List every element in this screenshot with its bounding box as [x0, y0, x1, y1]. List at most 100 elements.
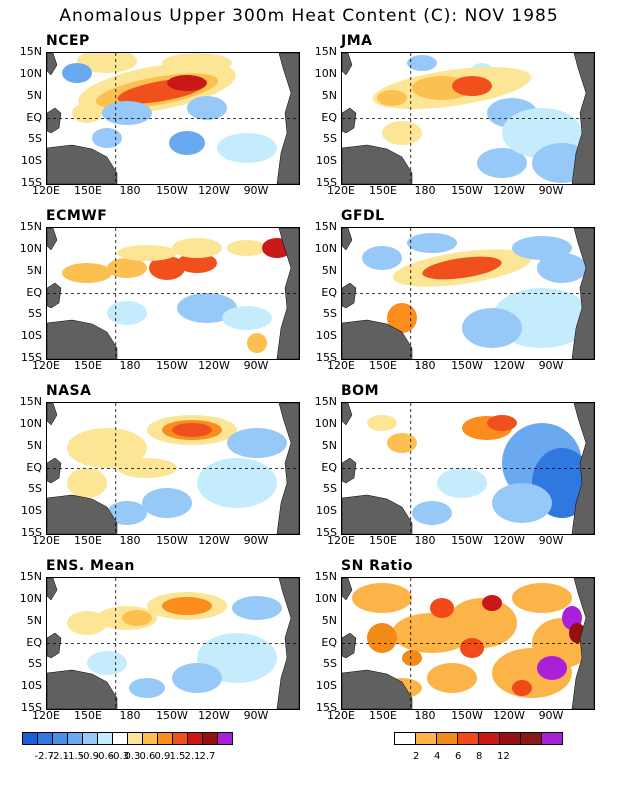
colorbar-swatch	[478, 732, 500, 745]
lon-tick-label: 150W	[156, 359, 188, 372]
colorbar-label: 2	[413, 751, 420, 762]
new-guinea-land	[342, 494, 413, 534]
map-frame	[341, 52, 595, 185]
panel-title: ENS. Mean	[46, 558, 135, 574]
lat-tick-label: 15S	[21, 351, 42, 364]
colorbar-swatch	[37, 732, 53, 745]
lat-tick-label: 15N	[19, 220, 42, 233]
lon-tick-label: 90W	[243, 534, 269, 547]
map-frame	[341, 227, 595, 360]
lon-tick-label: 120W	[198, 534, 230, 547]
lon-tick-label: 120W	[493, 184, 525, 197]
lon-tick-label: 150W	[451, 709, 483, 722]
map-frame	[341, 577, 595, 710]
colorbar-label: 0.3	[124, 751, 141, 762]
panel-title: NCEP	[46, 33, 90, 49]
lat-tick-label: EQ	[321, 635, 337, 649]
lon-tick-label: 180	[119, 534, 141, 547]
colorbar-label: 1.5	[169, 751, 186, 762]
asia-land	[47, 403, 58, 426]
lon-tick-label: 150W	[156, 709, 188, 722]
lon-tick-label: 120E	[32, 534, 60, 547]
philippines-land	[47, 107, 62, 134]
lon-tick-label: 120W	[493, 359, 525, 372]
asia-land	[47, 578, 58, 601]
lon-tick-label: 150E	[369, 184, 397, 197]
lon-tick-label: 90W	[243, 359, 269, 372]
lat-tick-label: 15S	[316, 351, 337, 364]
lat-tick-label: 15N	[314, 570, 337, 583]
lat-tick-label: 15N	[314, 395, 337, 408]
lat-tick-label: 5N	[321, 438, 337, 452]
colorbar-swatch	[541, 732, 563, 745]
lat-tick-label: 5S	[323, 482, 337, 496]
lat-tick-label: EQ	[321, 110, 337, 124]
new-guinea-land	[342, 144, 413, 184]
lat-tick-label: 5N	[26, 88, 42, 102]
colorbar-swatch	[202, 732, 218, 745]
lat-tick-label: 15S	[21, 526, 42, 539]
lat-tick-label: 10N	[314, 416, 337, 430]
colorbar-swatch	[157, 732, 173, 745]
colorbar-label: 2.7	[199, 751, 216, 762]
lat-tick-label: EQ	[321, 460, 337, 474]
colorbar-label: -0.9	[79, 751, 100, 762]
panel-title: JMA	[341, 33, 373, 49]
lat-tick-label: 10N	[19, 591, 42, 605]
lon-tick-label: 150E	[369, 709, 397, 722]
colorbar-swatch	[22, 732, 38, 745]
asia-land	[47, 228, 58, 251]
colorbar-swatch	[127, 732, 143, 745]
map-frame	[46, 402, 300, 535]
lat-tick-label: 10S	[21, 679, 42, 693]
colorbar-label: 0.6	[139, 751, 156, 762]
colorbar-swatch	[415, 732, 437, 745]
lon-tick-label: 120W	[198, 709, 230, 722]
map-frame	[46, 227, 300, 360]
lon-tick-label: 120W	[198, 359, 230, 372]
colorbar-label: 6	[455, 751, 462, 762]
lon-tick-label: 150E	[369, 359, 397, 372]
lon-tick-label: 120E	[32, 359, 60, 372]
lat-tick-label: 10S	[21, 504, 42, 518]
sn-ratio-colorbar	[394, 732, 563, 745]
lon-tick-label: 120E	[327, 709, 355, 722]
colorbar-label: 8	[476, 751, 483, 762]
anomaly-map	[342, 53, 594, 184]
colorbar-swatch	[172, 732, 188, 745]
lat-tick-label: 15N	[314, 220, 337, 233]
map-frame	[341, 402, 595, 535]
colorbar-swatch	[67, 732, 83, 745]
lon-tick-label: 180	[119, 709, 141, 722]
colorbar-label: -1.5	[64, 751, 85, 762]
lat-tick-label: 5S	[323, 132, 337, 146]
lat-tick-label: 5N	[26, 613, 42, 627]
panel-title: NASA	[46, 383, 92, 399]
anomaly-colorbar	[22, 732, 233, 745]
lon-tick-label: 90W	[538, 709, 564, 722]
colorbar-label: 4	[434, 751, 441, 762]
lat-tick-label: 10S	[21, 154, 42, 168]
new-guinea-land	[47, 494, 118, 534]
lon-tick-label: 150W	[451, 534, 483, 547]
panel-title: GFDL	[341, 208, 385, 224]
lon-tick-label: 120W	[493, 709, 525, 722]
lat-tick-label: 10N	[19, 66, 42, 80]
philippines-land	[47, 632, 62, 659]
asia-land	[342, 403, 353, 426]
lat-tick-label: 15N	[19, 395, 42, 408]
lon-tick-label: 120E	[327, 184, 355, 197]
lat-tick-label: 15N	[19, 570, 42, 583]
colorbar-swatch	[436, 732, 458, 745]
colorbar-swatch	[217, 732, 233, 745]
lon-tick-label: 180	[414, 709, 436, 722]
colorbar-swatch	[52, 732, 68, 745]
map-frame	[46, 52, 300, 185]
lat-tick-label: 15S	[21, 701, 42, 714]
lon-tick-label: 120E	[32, 709, 60, 722]
lon-tick-label: 180	[119, 184, 141, 197]
philippines-land	[47, 282, 62, 309]
colorbar-label: 12	[497, 751, 510, 762]
colorbar-label: -0.6	[94, 751, 115, 762]
colorbar-swatch	[187, 732, 203, 745]
